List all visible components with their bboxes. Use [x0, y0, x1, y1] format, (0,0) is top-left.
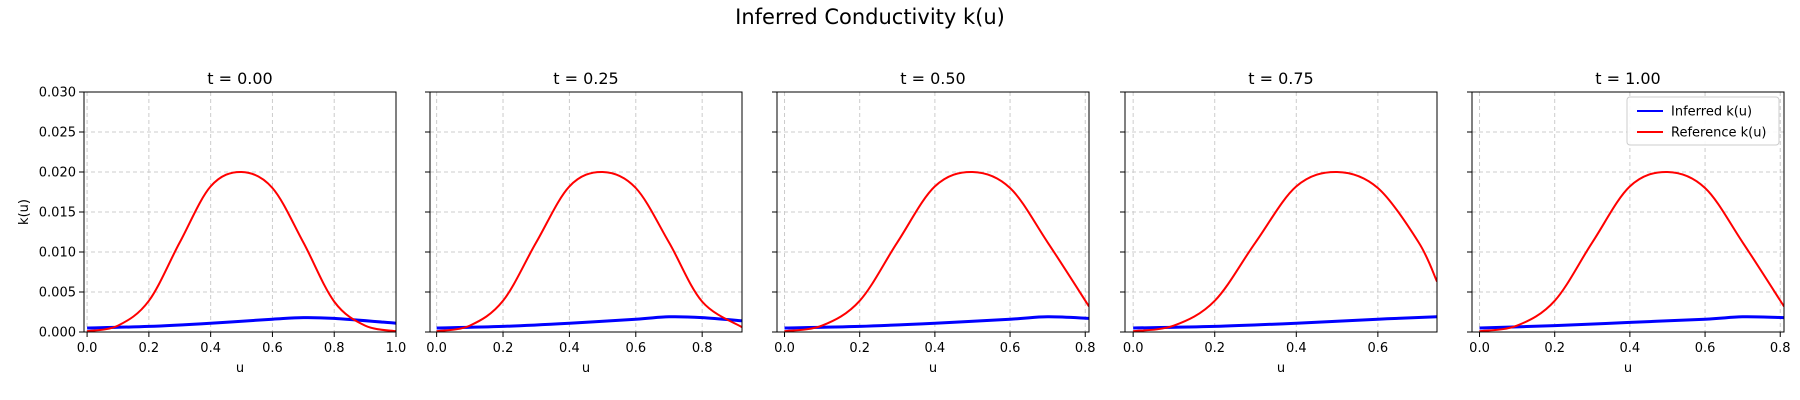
x-axis-label: u	[582, 361, 590, 376]
x-tick-label: 0.6	[1368, 341, 1389, 356]
x-tick-label: 1.0	[386, 341, 407, 356]
x-tick-label: 0.4	[559, 341, 580, 356]
x-axis-label: u	[1277, 361, 1285, 376]
subplot-title: t = 1.00	[1595, 69, 1660, 88]
subplot-1: t = 0.25 0.0 0.2 0.4 0.6 0.8 u	[425, 69, 743, 376]
legend: Inferred k(u) Reference k(u)	[1626, 96, 1780, 146]
series-line-inferred	[87, 316, 396, 330]
series-line-reference	[436, 170, 742, 332]
series-line-reference	[784, 170, 1089, 332]
x-tick-label: 0.4	[1620, 341, 1641, 356]
legend-label: Reference k(u)	[1671, 126, 1767, 141]
subplot-3: t = 0.75 0.0 0.2 0.4 0.6 u	[1120, 69, 1438, 376]
x-tick-label: 0.0	[774, 341, 795, 356]
axes-frame	[1471, 91, 1785, 333]
series-line-reference	[1133, 170, 1437, 332]
subplot-0: t = 0.00 0.000 0.005 0.010 0.015 0.020 0.025 0.…	[17, 69, 406, 376]
subplot-title: t = 0.00	[207, 69, 272, 88]
subplot-title: t = 0.25	[553, 69, 618, 88]
x-axis-label: u	[236, 361, 244, 376]
series-line-inferred	[1133, 315, 1437, 330]
y-tick-label: 0.005	[39, 286, 76, 301]
x-tick-label: 0.8	[1075, 341, 1096, 356]
legend-box	[1626, 96, 1780, 146]
x-axis-label: u	[1624, 361, 1632, 376]
series-line-inferred	[436, 315, 742, 330]
y-tick-label: 0.025	[39, 126, 76, 141]
axes-frame	[429, 91, 743, 333]
legend-label: Inferred k(u)	[1671, 105, 1752, 120]
x-tick-label: 0.2	[849, 341, 870, 356]
x-tick-label: 0.2	[1204, 341, 1225, 356]
subplot-2: t = 0.50 0.0 0.2 0.4 0.6 0.8 u	[772, 69, 1096, 376]
x-tick-label: 0.6	[1000, 341, 1021, 356]
subplot-4: t = 1.00 0.0 0.2 0.4 0.6 0.8 u Inferred k(u) Ref…	[1467, 69, 1791, 376]
x-tick-label: 0.4	[200, 341, 221, 356]
x-tick-label: 0.8	[692, 341, 713, 356]
y-tick-label: 0.010	[39, 246, 76, 261]
y-tick-label: 0.000	[39, 326, 76, 341]
y-axis-label: k(u)	[17, 199, 32, 225]
x-tick-label: 0.2	[1544, 341, 1565, 356]
x-axis-label: u	[929, 361, 937, 376]
subplot-title: t = 0.50	[900, 69, 965, 88]
y-tick-label: 0.015	[39, 206, 76, 221]
x-tick-label: 0.2	[493, 341, 514, 356]
subplot-title: t = 0.75	[1248, 69, 1313, 88]
y-tick-label: 0.030	[39, 86, 76, 101]
x-tick-label: 0.8	[1770, 341, 1791, 356]
x-tick-label: 0.0	[1123, 341, 1144, 356]
x-tick-label: 0.6	[262, 341, 283, 356]
axes-frame	[83, 91, 397, 333]
axes-frame	[1124, 91, 1438, 333]
x-tick-label: 0.6	[1695, 341, 1716, 356]
x-tick-label: 0.0	[77, 341, 98, 356]
series-line-inferred	[784, 315, 1089, 330]
figure-title: Inferred Conductivity k(u)	[735, 5, 1005, 29]
y-tick-label: 0.020	[39, 166, 76, 181]
x-tick-label: 0.4	[925, 341, 946, 356]
axes-frame	[776, 91, 1090, 333]
x-tick-label: 0.6	[625, 341, 646, 356]
series-line-inferred	[1479, 315, 1784, 330]
x-tick-label: 0.0	[1469, 341, 1490, 356]
series-line-reference	[1479, 170, 1784, 332]
series-line-reference	[86, 170, 396, 332]
x-tick-label: 0.2	[139, 341, 160, 356]
panels: t = 0.00 0.000 0.005 0.010 0.015 0.020 0.025 0.…	[17, 69, 1791, 376]
x-tick-label: 0.4	[1286, 341, 1307, 356]
x-tick-label: 0.8	[324, 341, 345, 356]
x-tick-label: 0.0	[426, 341, 447, 356]
